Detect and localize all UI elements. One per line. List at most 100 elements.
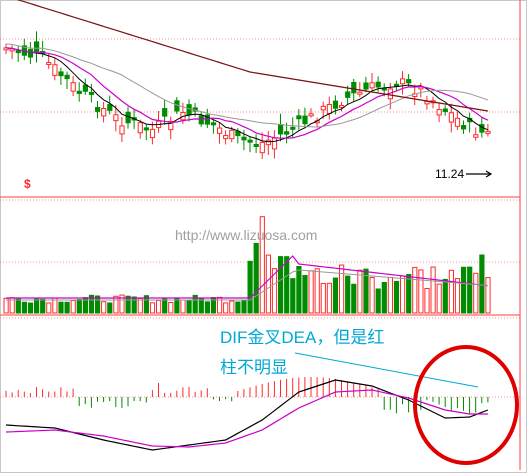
volume-bar xyxy=(34,298,40,314)
candle-body xyxy=(46,62,52,66)
candle-body xyxy=(34,41,40,53)
volume-bar xyxy=(271,268,278,314)
volume-bar xyxy=(296,265,302,314)
volume-bar xyxy=(381,281,387,314)
candle-body xyxy=(241,136,247,141)
annotation-line-2: 柱不明显 xyxy=(220,358,288,377)
volume-bar xyxy=(387,276,393,314)
macd-panel xyxy=(5,377,489,451)
candle-body xyxy=(204,114,211,125)
dif-line xyxy=(5,379,489,451)
candle-body xyxy=(369,82,375,89)
volume-bar xyxy=(467,266,473,314)
candle-body xyxy=(119,125,125,135)
volume-bar xyxy=(131,296,137,314)
volume-bar xyxy=(418,269,424,314)
candle-body xyxy=(326,103,332,114)
candle-body xyxy=(363,82,369,90)
volume-bar xyxy=(88,294,95,314)
volume-bar xyxy=(58,301,64,314)
volume-bar xyxy=(369,276,375,314)
candle-body xyxy=(485,130,491,134)
volume-bar xyxy=(461,266,467,314)
candle-body xyxy=(473,134,479,138)
volume-bar xyxy=(326,282,332,314)
volume-bar xyxy=(400,275,406,314)
candle-body xyxy=(320,105,326,111)
candle-body xyxy=(198,115,204,125)
ma10-line xyxy=(5,47,489,139)
volume-bar xyxy=(430,266,436,314)
candle-body xyxy=(400,78,406,85)
candle-body xyxy=(168,120,174,131)
candle-body xyxy=(101,107,107,117)
volume-bar xyxy=(137,297,143,314)
volume-bar xyxy=(412,266,418,314)
volume-bar xyxy=(284,256,290,314)
candle-body xyxy=(210,122,217,126)
volume-bar xyxy=(149,302,156,314)
volume-bar xyxy=(40,298,46,314)
volume-bar xyxy=(393,280,400,314)
volume-bar xyxy=(101,301,107,314)
ma5-line xyxy=(5,47,489,143)
volume-bar xyxy=(479,254,485,314)
volume-ma10-line xyxy=(6,269,488,301)
volume-bar xyxy=(46,302,52,314)
candle-body xyxy=(162,108,168,117)
volume-bar xyxy=(339,264,345,314)
volume-bar xyxy=(21,301,27,314)
volume-bar xyxy=(351,283,357,314)
candle-body xyxy=(247,139,253,143)
volume-bar xyxy=(223,302,229,314)
candle-body xyxy=(461,125,467,130)
volume-bar xyxy=(454,278,461,314)
volume-bar xyxy=(70,300,76,314)
volume-bar xyxy=(64,301,70,314)
volume-bar xyxy=(95,295,101,314)
volume-bar xyxy=(180,299,186,314)
volume-bar xyxy=(15,298,21,314)
candle-body xyxy=(88,91,95,95)
volume-bar xyxy=(253,242,259,314)
volume-bar xyxy=(156,300,162,314)
candle-body xyxy=(229,129,235,140)
price-panel xyxy=(3,0,491,160)
candle-body xyxy=(271,137,278,150)
volume-bar xyxy=(204,301,211,314)
volume-bar xyxy=(107,302,113,314)
candle-body xyxy=(143,127,150,131)
candle-body xyxy=(107,104,113,111)
candle-body xyxy=(58,71,64,77)
candle-body xyxy=(76,90,82,94)
volume-bar xyxy=(436,283,442,314)
dea-line xyxy=(5,389,488,448)
volume-bar xyxy=(113,295,119,314)
candle-body xyxy=(454,117,461,127)
candle-body xyxy=(406,79,412,84)
candle-body xyxy=(149,128,156,139)
volume-bar xyxy=(473,272,479,314)
volume-bar xyxy=(278,256,284,314)
candle-body xyxy=(27,49,34,58)
candle-body xyxy=(70,82,76,92)
volume-bar xyxy=(125,295,131,314)
ma60-line xyxy=(16,0,488,112)
volume-bar xyxy=(186,300,192,314)
volume-bar xyxy=(168,301,174,314)
volume-bar xyxy=(375,288,381,314)
volume-bar xyxy=(320,282,326,314)
candle-body xyxy=(296,115,302,120)
highlight-circle xyxy=(413,345,519,465)
volume-bar xyxy=(308,270,314,314)
volume-bar xyxy=(424,287,430,314)
candle-body xyxy=(375,81,381,88)
volume-bar xyxy=(357,269,363,314)
candle-body xyxy=(436,109,442,116)
candle-body xyxy=(15,50,21,54)
annotation-pointer xyxy=(294,352,479,388)
volume-bar xyxy=(119,294,125,314)
price-marker-label: 11.24 xyxy=(435,167,464,181)
volume-bar xyxy=(314,268,320,314)
